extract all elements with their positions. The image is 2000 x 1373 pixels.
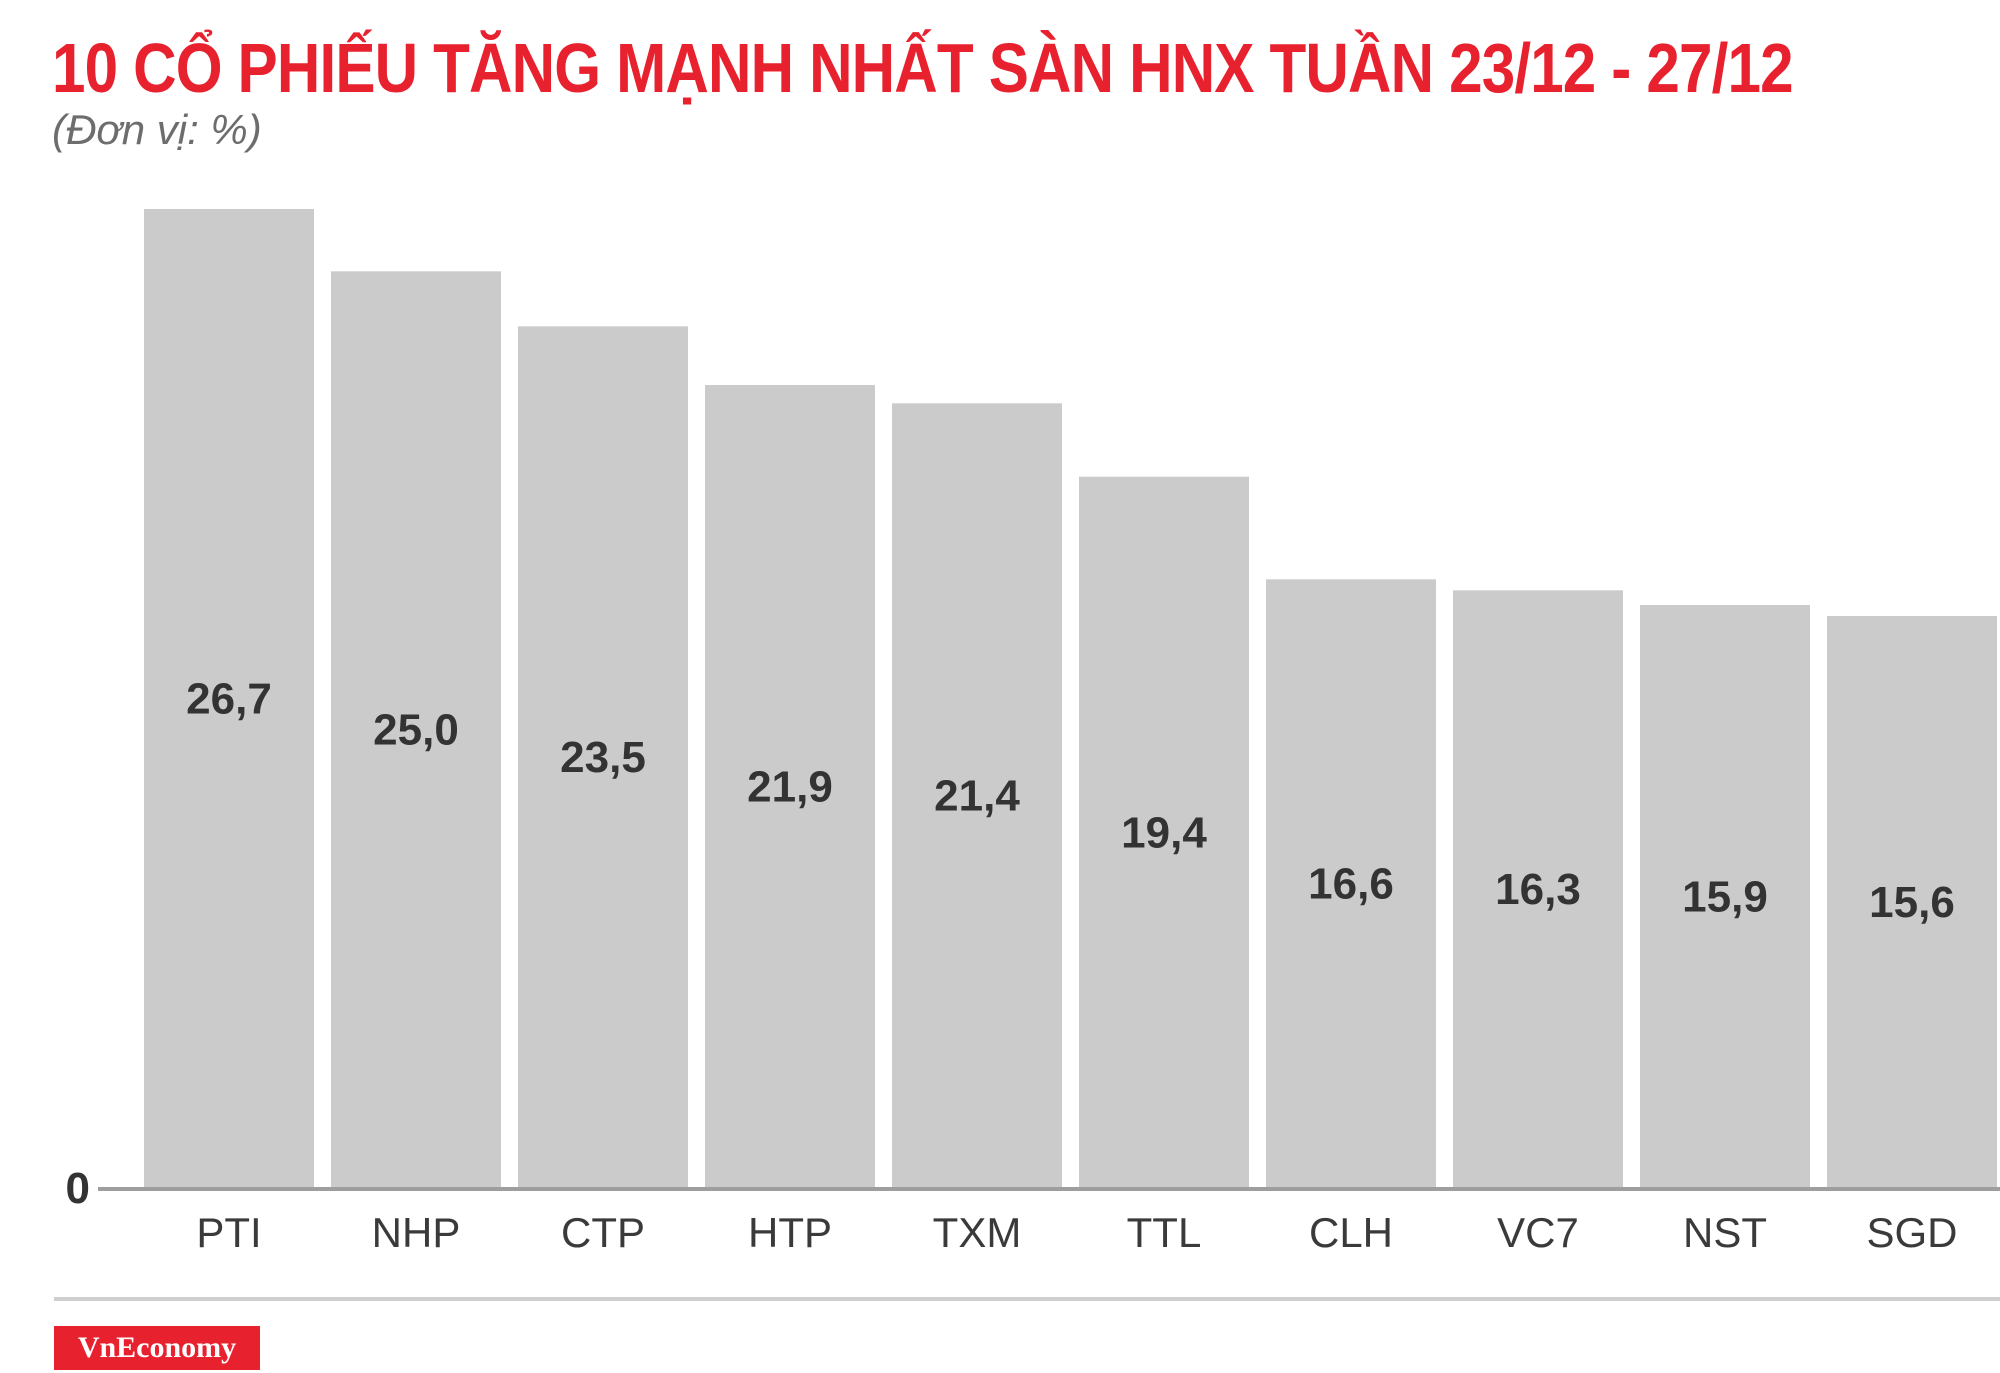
x-tick-label-sgd: SGD: [1866, 1209, 1957, 1256]
x-tick-label-pti: PTI: [196, 1209, 261, 1256]
bar-ttl: [1079, 476, 1249, 1189]
value-label-pti: 26,7: [186, 675, 272, 724]
x-tick-label-nhp: NHP: [372, 1209, 461, 1256]
footer-divider: [54, 1297, 2000, 1301]
x-tick-label-nst: NST: [1683, 1209, 1767, 1256]
value-label-vc7: 16,3: [1495, 865, 1581, 914]
x-tick-label-clh: CLH: [1309, 1209, 1393, 1256]
value-label-nst: 15,9: [1682, 873, 1768, 922]
x-tick-label-vc7: VC7: [1497, 1209, 1579, 1256]
value-label-ttl: 19,4: [1121, 808, 1207, 857]
value-labels-layer: 26,7 25,0 23,5 21,9 21,4 19,4 16,6 16,3 15,9 15,6: [186, 675, 1955, 928]
y-tick-labels: 0: [66, 1164, 90, 1213]
x-tick-label-ctp: CTP: [561, 1209, 645, 1256]
x-tick-label-txm: TXM: [933, 1209, 1022, 1256]
chart-title: 10 CỔ PHIẾU TĂNG MẠNH NHẤT SÀN HNX TUẦN …: [52, 29, 1794, 107]
bar-ctp: [518, 326, 688, 1188]
x-tick-labels: PTI NHP CTP HTP TXM TTL CLH VC7 NST SGD: [196, 1209, 1957, 1256]
value-label-txm: 21,4: [934, 772, 1020, 821]
value-label-nhp: 25,0: [373, 706, 459, 755]
bar-vc7: [1453, 590, 1623, 1188]
x-tick-label-htp: HTP: [748, 1209, 832, 1256]
brand-logo: VnEconomy: [54, 1326, 260, 1370]
y-tick-label-0: 0: [66, 1164, 90, 1213]
value-label-sgd: 15,6: [1869, 878, 1955, 927]
bar-clh: [1266, 579, 1436, 1188]
bar-htp: [705, 385, 875, 1188]
x-tick-label-ttl: TTL: [1127, 1209, 1202, 1256]
value-label-clh: 16,6: [1308, 860, 1394, 909]
bar-nhp: [331, 271, 501, 1188]
unit-note: (Đơn vị: %): [52, 106, 262, 153]
bar-nst: [1640, 605, 1810, 1188]
value-label-htp: 21,9: [747, 763, 833, 812]
bars-layer: [144, 209, 1997, 1189]
value-label-ctp: 23,5: [560, 733, 646, 782]
bar-sgd: [1827, 616, 1997, 1188]
bar-chart: 26,7 25,0 23,5 21,9 21,4 19,4 16,6 16,3 15,9 15,6…: [66, 209, 2000, 1256]
bar-txm: [892, 403, 1062, 1188]
bar-pti: [144, 209, 314, 1188]
